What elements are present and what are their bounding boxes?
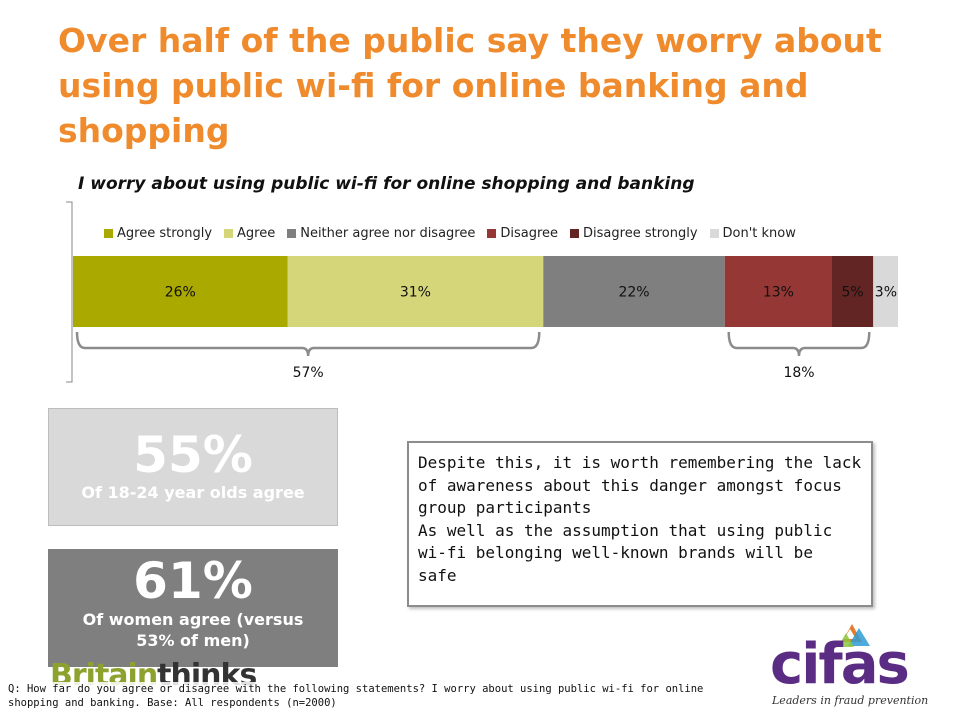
legend-item: Don't know <box>709 226 796 241</box>
stacked-bar-chart: 26% 31% 22% 13% 5% 3% 57% 18% <box>66 201 898 383</box>
legend-item: Disagree strongly <box>570 226 698 241</box>
summary-bracket <box>727 331 871 357</box>
chart-title: I worry about using public wi-fi for onl… <box>78 174 695 194</box>
cifas-logo: cifas Leaders in fraud prevention <box>766 620 929 710</box>
bar-segment <box>543 256 725 327</box>
bar-segment <box>832 256 874 327</box>
legend-swatch <box>709 229 719 238</box>
bar-segment <box>287 256 544 327</box>
page-title: Over half of the public say they worry a… <box>58 21 882 150</box>
legend-swatch <box>487 229 497 238</box>
note-line: of awareness about this danger amongst f… <box>418 475 842 495</box>
chart-legend: Agree strongly Agree Neither agree nor dis… <box>104 226 796 241</box>
legend-item: Agree strongly <box>104 226 212 241</box>
bar-data-label: 31% <box>400 285 431 301</box>
bar-data-label: 5% <box>842 285 864 301</box>
stat-label: Of women agree (versus 53% of men) <box>82 610 304 650</box>
stat-value: 61% <box>133 552 253 610</box>
bar-segment <box>873 256 898 327</box>
bar-data-label: 13% <box>763 285 794 301</box>
legend-label: Disagree strongly <box>583 226 698 241</box>
note-callout: Despite this, it is worth remembering th… <box>407 441 873 607</box>
summary-bracket <box>75 331 541 357</box>
stat-value: 55% <box>133 426 253 484</box>
legend-swatch <box>570 229 580 238</box>
legend-label: Agree strongly <box>117 226 213 241</box>
legend-swatch <box>287 229 297 238</box>
legend-swatch <box>224 229 234 238</box>
cifas-emblem-icon <box>838 624 870 647</box>
stat-label: Of 18-24 year olds agree <box>81 483 305 502</box>
footnote: Q: How far do you agree or disagree with… <box>8 682 728 710</box>
bar-segment <box>73 256 288 327</box>
bracket-label: 18% <box>783 365 814 381</box>
cifas-wordmark: cifas <box>770 632 910 697</box>
cifas-tagline: Leaders in fraud prevention <box>772 694 929 707</box>
legend-item: Disagree <box>487 226 558 241</box>
legend-label: Disagree <box>500 226 559 241</box>
note-line: As well as the assumption that using pub… <box>418 520 833 540</box>
note-line: wi-fi belonging well-known brands will b… <box>418 543 813 562</box>
stat-card-18-24: 55% Of 18-24 year olds agree <box>48 408 338 526</box>
bracket-label: 57% <box>293 365 324 381</box>
legend-swatch <box>104 229 113 238</box>
legend-label: Neither agree nor disagree <box>300 226 476 241</box>
note-line: group participants <box>418 498 592 517</box>
note-line: Despite this, it is worth remembering th… <box>418 453 862 472</box>
legend-item: Neither agree nor disagree <box>287 226 475 241</box>
bar-data-label: 3% <box>875 285 897 301</box>
legend-label: Agree <box>237 226 276 241</box>
bar-segment <box>724 256 832 327</box>
legend-item: Agree <box>224 226 275 241</box>
stat-card-women: 61% Of women agree (versus 53% of men) <box>48 549 338 667</box>
note-line: safe <box>418 565 457 585</box>
bar-data-label: 22% <box>618 285 649 301</box>
y-axis-line <box>66 201 73 383</box>
legend-label: Don't know <box>722 226 796 241</box>
bar-data-label: 26% <box>165 285 196 301</box>
